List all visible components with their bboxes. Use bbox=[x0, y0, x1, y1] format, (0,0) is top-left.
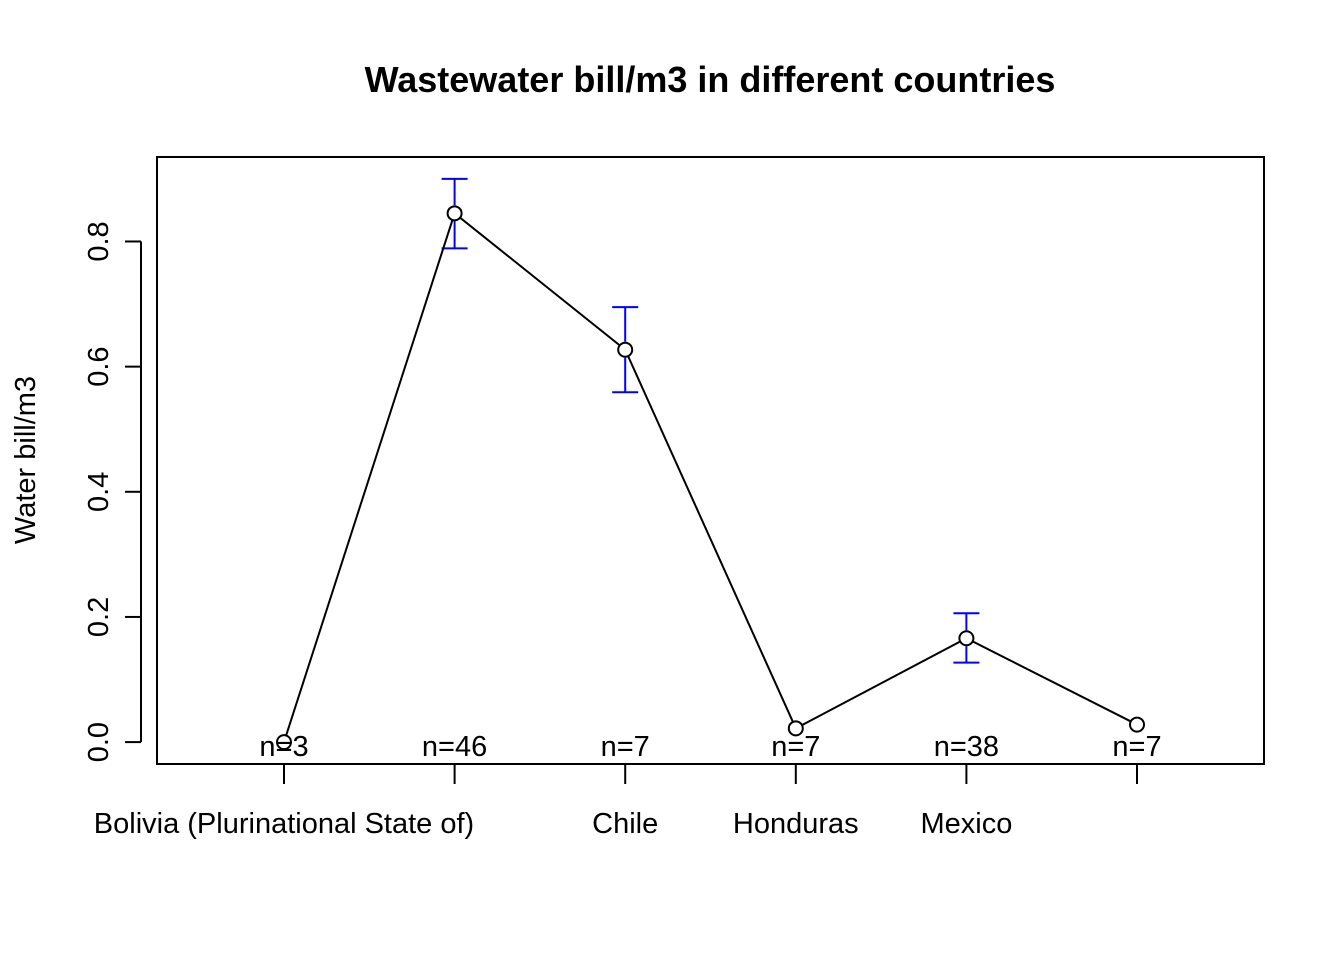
y-axis: 0.0 0.2 0.4 0.6 0.8 bbox=[83, 221, 142, 762]
data-point bbox=[1129, 716, 1145, 733]
data-point bbox=[446, 205, 463, 222]
count-label: n=46 bbox=[422, 731, 487, 763]
x-tick-label: Honduras bbox=[733, 808, 859, 840]
y-tick-label: 0.0 bbox=[83, 722, 115, 762]
count-label: n=7 bbox=[601, 731, 650, 763]
y-tick-label: 0.4 bbox=[83, 472, 115, 512]
error-bar bbox=[953, 612, 980, 664]
data-points bbox=[276, 205, 1145, 751]
data-point bbox=[958, 630, 975, 647]
error-bar bbox=[441, 177, 468, 250]
x-tick-label: Mexico bbox=[920, 808, 1012, 840]
x-tick-label: Chile bbox=[592, 808, 658, 840]
count-labels: n=3 n=46 n=7 n=7 n=38 n=7 bbox=[259, 731, 1161, 763]
y-axis-title: Water bill/m3 bbox=[10, 376, 42, 544]
y-tick-label: 0.6 bbox=[83, 346, 115, 386]
error-bar bbox=[612, 306, 639, 394]
error-bars bbox=[441, 177, 980, 664]
plot-frame bbox=[156, 156, 1265, 765]
count-label: n=7 bbox=[1112, 731, 1161, 763]
series-line-group bbox=[283, 211, 1138, 743]
y-tick-label: 0.8 bbox=[83, 221, 115, 261]
x-tick-label: Bolivia (Plurinational State of) bbox=[94, 808, 474, 840]
data-point bbox=[276, 734, 292, 751]
data-point bbox=[787, 720, 804, 737]
count-label: n=3 bbox=[259, 731, 308, 763]
data-point bbox=[617, 341, 634, 358]
series-line bbox=[283, 211, 1138, 743]
x-axis: Bolivia (Plurinational State of) Chile Hon… bbox=[94, 763, 1138, 840]
chart-title: Wastewater bill/m3 in different countrie… bbox=[365, 59, 1056, 100]
count-label: n=38 bbox=[934, 731, 999, 763]
count-label: n=7 bbox=[771, 731, 820, 763]
y-tick-label: 0.2 bbox=[83, 597, 115, 637]
